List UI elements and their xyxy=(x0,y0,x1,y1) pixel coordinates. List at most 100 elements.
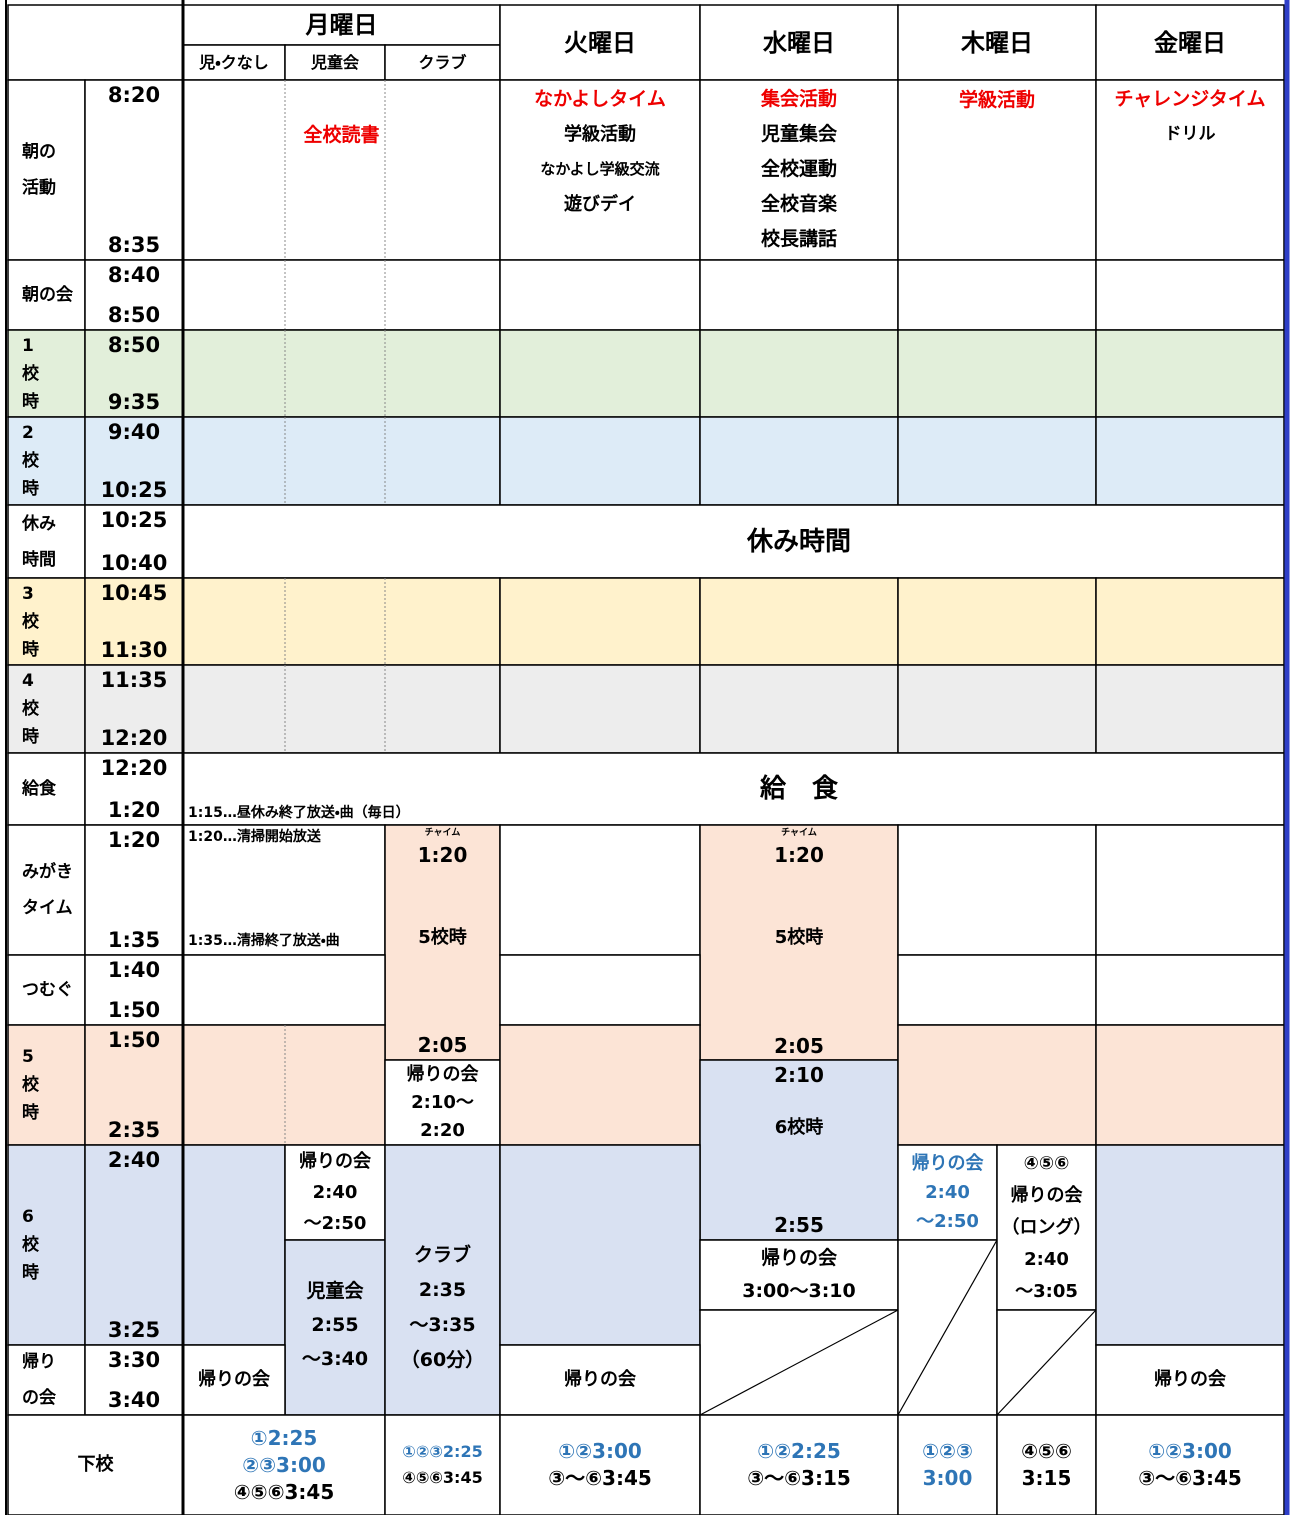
cell xyxy=(897,1144,998,1241)
cell xyxy=(7,752,86,826)
text-line: 1:20 xyxy=(774,843,824,867)
text-line: 帰り xyxy=(22,1352,56,1372)
cell xyxy=(1095,1344,1285,1416)
cell xyxy=(384,1059,501,1146)
text-line: 火曜日 xyxy=(564,28,636,57)
text-line: ③～⑥3:15 xyxy=(747,1466,851,1490)
time: 8:50 xyxy=(107,303,161,327)
cell xyxy=(499,1344,701,1416)
text-line: 遊びデイ xyxy=(564,194,636,215)
cell xyxy=(384,1144,501,1416)
cell xyxy=(1095,79,1285,261)
cell xyxy=(1095,824,1285,956)
cleaning-note: 1:20…清掃開始放送 xyxy=(188,825,388,849)
cell xyxy=(699,416,899,506)
text-line: の会 xyxy=(22,1388,56,1408)
time: 11:35 xyxy=(100,668,168,692)
time: 1:50 xyxy=(107,998,161,1022)
sub-header: クラブ xyxy=(385,45,500,80)
cell-text: 5校時 xyxy=(385,920,500,955)
cell xyxy=(897,416,1097,506)
text-line: 帰りの会 xyxy=(760,1247,837,1269)
text-line: つむぐ xyxy=(22,980,73,1000)
text-line: 3:00 xyxy=(922,1466,973,1490)
cell-text: 帰りの会 xyxy=(1096,1345,1284,1415)
text-line: 3 xyxy=(22,583,34,604)
cell xyxy=(1095,577,1285,666)
text-line: 校 xyxy=(22,611,39,632)
text-line: 朝の会 xyxy=(22,285,73,305)
text-line: 帰りの会 xyxy=(1154,1369,1226,1390)
text-line: チャイム xyxy=(424,828,461,838)
period-times: 2:40 3:25 xyxy=(85,1145,183,1345)
text-line: 6 xyxy=(22,1207,34,1227)
text-line: 2 xyxy=(22,423,34,443)
morning-activity: なかよしタイム 学級活動 なかよし学級交流 遊びデイ xyxy=(500,82,700,222)
time: 1:20 xyxy=(107,798,161,822)
period-times: 3:30 3:40 xyxy=(85,1345,183,1415)
time: 8:35 xyxy=(107,233,161,257)
period-times: 8:20 8:35 xyxy=(85,80,183,260)
text-line: 帰りの会 xyxy=(1010,1185,1083,1206)
text-line: 帰りの会 xyxy=(406,1063,479,1085)
text-line: 帰りの会 xyxy=(911,1153,984,1174)
cell-text: ④⑤⑥ 帰りの会 （ロング） 2:40 ～3:05 xyxy=(997,1148,1096,1308)
cell xyxy=(7,4,184,81)
cell-text: 帰りの会 xyxy=(500,1345,700,1415)
text-line: ③～⑥3:45 xyxy=(548,1466,652,1490)
diagonal xyxy=(699,1309,899,1416)
cell-text: クラブ 2:35 ～3:35 （60分） xyxy=(385,1235,500,1380)
text-line: 時間 xyxy=(22,549,56,570)
dismissal-time: ①②③2:25 ④⑤⑥3:45 xyxy=(385,1415,500,1515)
cell xyxy=(7,1024,86,1146)
period-times: 1:20 1:35 xyxy=(85,825,183,955)
time: 10:45 xyxy=(100,581,168,605)
dismissal-time: ①②3:00 ③～⑥3:45 xyxy=(500,1415,700,1515)
text-line: 2:40 xyxy=(1024,1249,1069,1270)
text-line: （ロング） xyxy=(1001,1217,1092,1238)
cell xyxy=(182,954,386,1026)
text-line: 帰りの会 xyxy=(198,1369,270,1390)
text-line: なかよし学級交流 xyxy=(540,160,660,178)
time: 9:40 xyxy=(107,420,161,444)
period-label: 帰り の会 xyxy=(8,1345,85,1415)
time: 12:20 xyxy=(100,726,168,750)
text-line: 帰りの会 xyxy=(564,1369,636,1390)
cell xyxy=(84,1024,184,1146)
cell-text: 帰りの会 3:00～3:10 xyxy=(700,1240,898,1310)
cell xyxy=(897,1414,998,1515)
break-title: 休み時間 xyxy=(700,505,898,578)
day-header: 木曜日 xyxy=(898,5,1096,80)
text-line: 1:15…昼休み終了放送・曲（毎日） xyxy=(188,804,410,821)
cell-text: 5校時 xyxy=(700,920,898,955)
cell xyxy=(182,416,501,506)
text-line: ～2:50 xyxy=(916,1211,979,1232)
text-line: 1:35…清掃終了放送・曲 xyxy=(188,933,340,949)
text-line: 学級活動 xyxy=(958,88,1035,111)
text-line: ～2:50 xyxy=(303,1213,367,1234)
cell xyxy=(7,664,86,754)
text-line: ④⑤⑥ xyxy=(1021,1439,1072,1463)
cell xyxy=(499,824,701,956)
period-label: 4 校時 xyxy=(8,665,85,753)
cell xyxy=(499,954,701,1026)
dismissal-time: ①②2:25 ③～⑥3:15 xyxy=(700,1415,898,1515)
text-line: 2:40 xyxy=(312,1182,358,1203)
text-line: 2:20 xyxy=(420,1119,465,1141)
text-line: 4 xyxy=(22,671,34,691)
period-label: 6 校時 xyxy=(8,1145,85,1345)
chime: チャイム xyxy=(385,826,500,840)
day-header: 火曜日 xyxy=(500,5,700,80)
text-line: 2:55 xyxy=(774,1213,824,1237)
cell xyxy=(897,329,1097,418)
cell xyxy=(699,1239,899,1311)
cell xyxy=(384,824,501,1061)
period-label: 給食 xyxy=(8,753,85,825)
text-line: 朝の xyxy=(22,142,56,162)
text-line: 2:55 xyxy=(311,1314,359,1336)
cell xyxy=(182,4,501,46)
